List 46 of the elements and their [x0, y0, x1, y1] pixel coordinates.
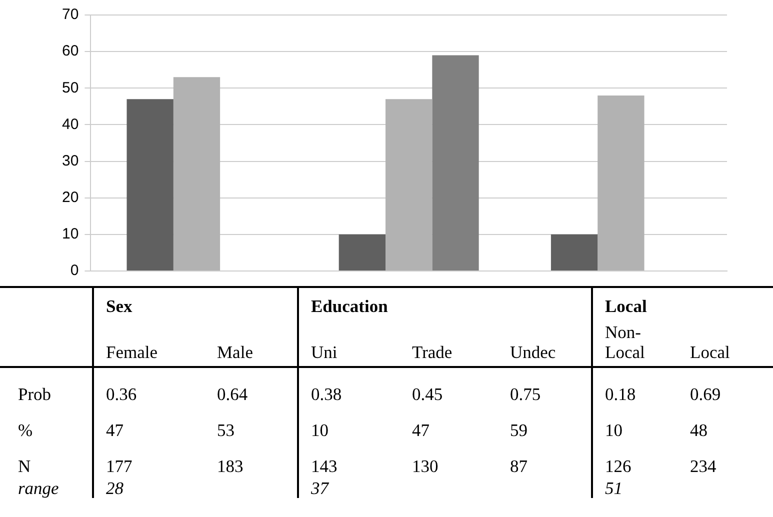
text: Local	[592, 287, 678, 322]
y-tick-label: 40	[62, 116, 79, 133]
data-label: 126	[592, 440, 678, 476]
data-label: 10	[592, 404, 678, 440]
data-label: 177	[93, 440, 205, 476]
data-label: 28	[93, 476, 205, 498]
y-tick-label: 70	[62, 6, 79, 24]
x-tick-label: Female	[93, 322, 205, 367]
y-tick-label: N	[17, 455, 32, 476]
text: Education	[298, 287, 400, 322]
data-label: 0.36	[93, 367, 205, 404]
x-tick-label: Local	[678, 322, 773, 367]
data-label: 10	[298, 404, 400, 440]
text: Sex	[93, 287, 205, 322]
data-label: 0.64	[216, 383, 249, 404]
y-tick-label: 20	[62, 189, 79, 206]
x-tick-label: Trade	[400, 322, 498, 367]
x-tick-label: Uni	[298, 322, 400, 367]
y-tick-label: 60	[62, 42, 79, 60]
data-label: 130	[411, 455, 440, 476]
x-tick-label: Undec	[498, 322, 592, 367]
x-tick-label: Non-Local	[592, 322, 678, 367]
data-label: 0.18	[592, 367, 678, 404]
data-label: 87	[509, 455, 528, 476]
y-tick-label: Prob	[17, 383, 52, 404]
data-label: 48	[689, 419, 708, 440]
data-label: 143	[298, 440, 400, 476]
data-label: 0.45	[411, 383, 444, 404]
y-tick-label: 0	[70, 262, 79, 280]
data-label: 234	[689, 455, 718, 476]
data-label: 53	[216, 419, 236, 440]
data-label: 183	[216, 455, 244, 476]
data-label: 0.38	[298, 367, 400, 404]
data-label: 0.69	[689, 383, 722, 404]
y-tick-label: 50	[62, 79, 79, 96]
y-tick-label: 10	[62, 226, 79, 243]
data-label: 0.75	[509, 383, 542, 404]
y-tick-label: 30	[62, 152, 79, 170]
data-label: 59	[509, 419, 528, 440]
data-label: 47	[411, 419, 430, 440]
data-label: 37	[298, 476, 400, 498]
y-tick-label: %	[17, 419, 34, 440]
data-label: 51	[592, 476, 678, 498]
data-label: 47	[93, 404, 205, 440]
y-tick-label: range	[17, 477, 60, 498]
x-tick-label: Male	[205, 322, 298, 367]
